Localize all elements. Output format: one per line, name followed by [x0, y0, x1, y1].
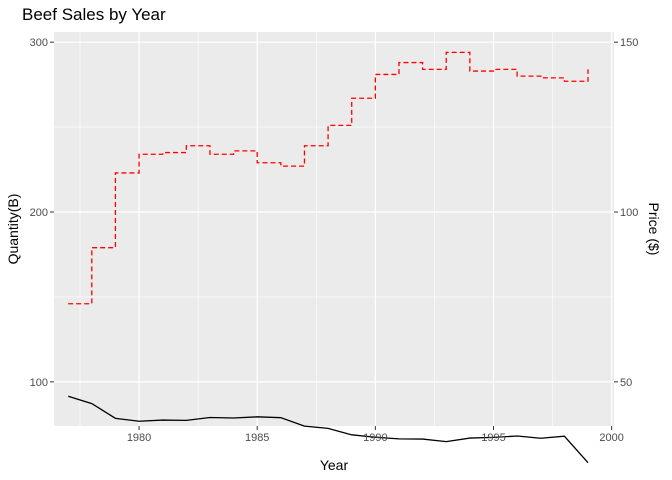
quantity-line [67, 395, 589, 464]
y2-tick-label: 50 [620, 377, 632, 389]
plot-panel [54, 32, 614, 426]
chart-title: Beef Sales by Year [22, 5, 166, 24]
x-tick-label: 1995 [481, 432, 505, 444]
x-tick-label: 2000 [599, 432, 623, 444]
y-tick-label: 100 [30, 377, 48, 389]
y-tick-label: 300 [30, 37, 48, 49]
grid-lines [54, 32, 614, 426]
x-axis-title: Year [320, 457, 349, 473]
x-tick-label: 1980 [127, 432, 151, 444]
series-layer [67, 51, 589, 464]
tick-labels: 1980 1985 1990 1995 2000 100 200 300 50 100 150 [30, 37, 639, 444]
x-tick-label: 1985 [245, 432, 269, 444]
tick-marks [50, 41, 618, 430]
y2-axis-title: Price ($) [646, 203, 662, 256]
price-step-line [68, 51, 589, 305]
y-tick-label: 200 [30, 207, 48, 219]
x-tick-label: 1990 [363, 432, 387, 444]
y-axis-title: Quantity(B) [5, 194, 21, 265]
y2-tick-label: 150 [620, 37, 638, 49]
y2-tick-label: 100 [620, 207, 638, 219]
